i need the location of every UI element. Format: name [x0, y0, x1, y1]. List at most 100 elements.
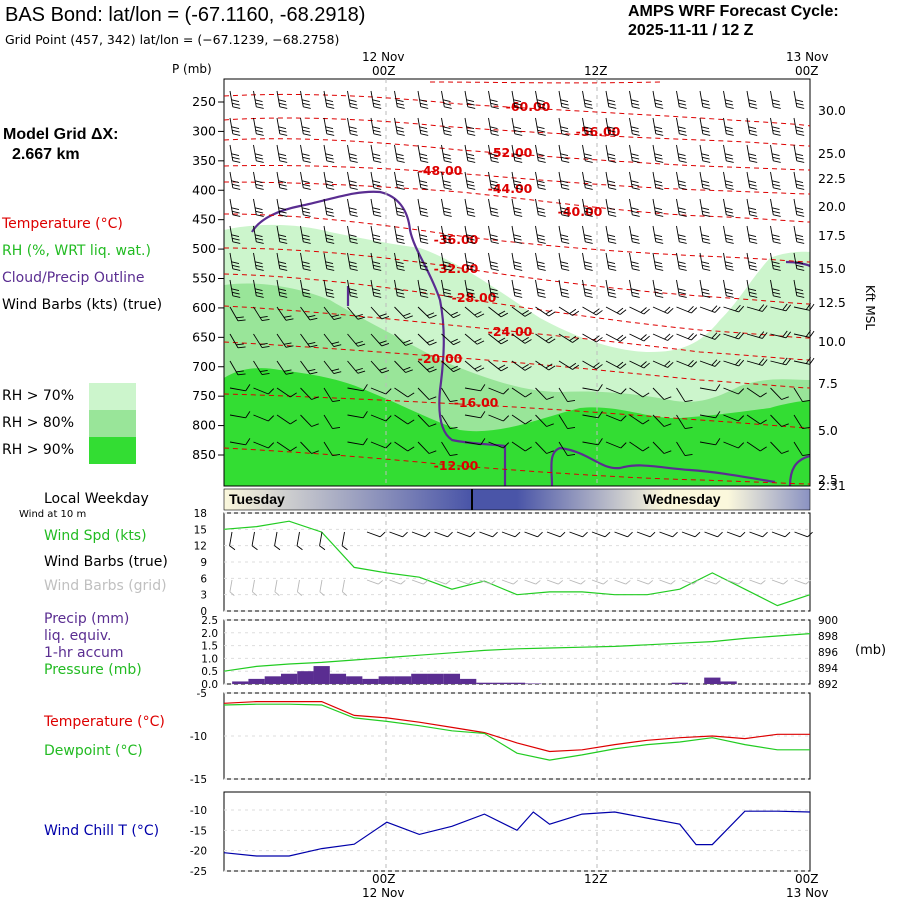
pressure-ytick-892: 892 — [818, 679, 838, 691]
wind-barb — [276, 333, 294, 348]
wind-barb-feather — [608, 295, 617, 298]
wind-barb-shaft — [276, 414, 291, 425]
wind-barb-feather — [326, 291, 334, 295]
wind-barb-feather — [331, 341, 340, 345]
rh-fill-layer — [224, 190, 810, 486]
wind-barb-feather — [630, 288, 639, 292]
wind-barb — [535, 171, 546, 190]
wind-barb-feather — [655, 237, 663, 241]
wind-barb-feather — [701, 261, 710, 265]
surface-wind-barb-feather — [559, 531, 566, 538]
wind-barb — [370, 306, 390, 320]
wind-barb — [370, 198, 382, 217]
wind-barb-shaft — [464, 333, 478, 345]
wind-barb-feather — [536, 234, 545, 238]
wind-barb-feather — [561, 156, 569, 160]
wind-barb-feather — [772, 102, 781, 106]
pressure-tick-500: 500 — [192, 241, 216, 256]
wind-barb-feather — [279, 210, 287, 214]
grid-wind-barb-feather — [715, 580, 721, 585]
wind-barb-feather — [724, 261, 733, 265]
grid-wind-barb-shaft — [524, 579, 536, 585]
kft-tick-20.0: 20.0 — [818, 199, 846, 214]
wind-barb-feather — [726, 187, 734, 190]
wind-barb-feather — [679, 187, 687, 190]
wind-barb-feather — [796, 210, 804, 214]
wind-barb-feather — [260, 369, 268, 373]
wind-barb — [300, 144, 311, 163]
wind-barb — [535, 198, 546, 217]
wind-barb-shaft — [511, 279, 516, 296]
wind-barb-shaft — [370, 90, 375, 107]
wind-barb-feather — [303, 106, 311, 109]
wind-barb-feather — [237, 319, 246, 322]
precip-bar — [476, 682, 493, 684]
wind-barb-feather — [301, 288, 310, 292]
wind-barb-feather — [278, 261, 287, 265]
wind-barb — [229, 438, 251, 446]
wind-barb — [723, 414, 745, 422]
wind-barb — [535, 360, 556, 371]
wind-barb — [605, 333, 627, 342]
wind-barb-feather — [237, 373, 246, 376]
precip-ytick-1.0: 1.0 — [201, 653, 218, 665]
wind-barb — [652, 306, 674, 314]
wind-barb — [605, 117, 617, 136]
wind-barb-feather — [782, 303, 788, 311]
surface-wind-barb-shaft — [681, 531, 696, 538]
wind-barb — [229, 333, 246, 349]
wind-barb-feather — [419, 234, 428, 238]
wind-barb-shaft — [511, 198, 516, 215]
wind-barb-shaft — [793, 225, 798, 242]
wind-barb — [605, 90, 617, 109]
pressure-tick-250: 250 — [192, 94, 216, 109]
wind-barb-feather — [772, 210, 781, 214]
wind-barb-shaft — [605, 252, 610, 269]
wind-barb-feather — [773, 241, 781, 244]
wind-barb-shaft — [300, 441, 312, 454]
wind-barb — [488, 306, 508, 318]
wind-barb — [441, 441, 458, 457]
wind-barb-feather — [443, 210, 452, 214]
wind-barb — [629, 279, 640, 298]
wind-barb-feather — [524, 312, 532, 317]
wind-barb-feather — [630, 261, 639, 265]
wind-barb-feather — [620, 415, 627, 422]
wind-barb-shaft — [558, 90, 563, 107]
wind-barb-shaft — [652, 90, 657, 107]
wind-barb-feather — [738, 442, 745, 449]
wind-barb — [676, 225, 687, 244]
wind-barb — [276, 225, 288, 244]
wind-barb — [652, 360, 674, 368]
wind-barb-shaft — [323, 117, 328, 134]
wind-barb-shaft — [347, 441, 364, 446]
wind-barb-feather — [290, 392, 297, 398]
wind-barb-shaft — [229, 360, 239, 376]
wind-barb-feather — [561, 214, 570, 217]
surface-wind-barb-shaft — [319, 531, 323, 546]
grid-wind-barb-shaft — [389, 579, 401, 585]
wind-barb-feather — [560, 99, 569, 103]
wind-ytick-15: 15 — [194, 524, 207, 536]
wind-barb-feather — [748, 153, 757, 157]
wind-barb-feather — [514, 102, 522, 106]
wind-barb-shaft — [276, 117, 281, 134]
wind-barb — [347, 171, 358, 190]
wind-barb-feather — [303, 295, 311, 298]
wind-barb-shaft — [699, 198, 704, 215]
wind-barb-feather — [442, 288, 451, 292]
wind-barb — [699, 305, 721, 313]
wind-barb-shaft — [535, 387, 547, 400]
wind-barb-feather — [630, 207, 639, 211]
pressure-tick-400: 400 — [192, 182, 216, 197]
temperature-contour-label: -44.00 — [488, 181, 533, 196]
wind-barb-shaft — [347, 225, 351, 242]
wind-barb — [535, 414, 554, 427]
wind-barb-feather — [397, 295, 405, 298]
wind-barb — [417, 387, 437, 400]
wind-barb-shaft — [300, 117, 304, 134]
surface-wind-barb-feather — [784, 531, 791, 538]
wind-barb-feather — [632, 295, 640, 298]
wind-barb-feather — [795, 207, 804, 211]
wind-barb-feather — [560, 180, 569, 184]
